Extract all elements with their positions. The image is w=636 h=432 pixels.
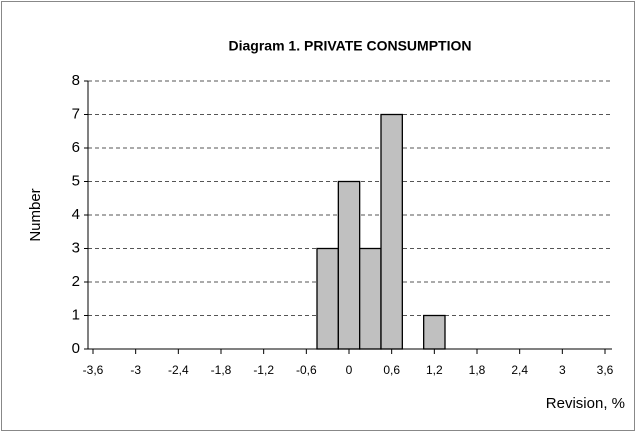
y-tick-label: 4: [72, 206, 80, 223]
bar: [359, 247, 382, 350]
x-tick-label: 3,6: [597, 363, 614, 377]
bar: [337, 180, 361, 350]
y-tick-label: 1: [72, 306, 80, 323]
x-tick-label: -2,4: [168, 363, 189, 377]
x-tick-label: -3,6: [83, 363, 104, 377]
chart-title: Diagram 1. PRIVATE CONSUMPTION: [229, 38, 472, 54]
x-tick-label: -3: [130, 363, 141, 377]
x-tick-label: -1,2: [253, 363, 274, 377]
x-tick-label: -1,8: [211, 363, 232, 377]
y-tick-label: 5: [72, 172, 80, 189]
x-tick-label: 2,4: [511, 363, 528, 377]
bar: [316, 247, 339, 350]
bar: [423, 314, 446, 350]
y-tick-label: 6: [72, 139, 80, 156]
x-tick-label: 1,2: [426, 363, 443, 377]
y-tick-label: 2: [72, 273, 80, 290]
y-tick-label: 3: [72, 239, 80, 256]
y-tick-label: 8: [72, 72, 80, 89]
y-axis-label: Number: [27, 188, 44, 241]
x-axis-label: Revision, %: [546, 395, 625, 412]
x-tick-label: 1,8: [469, 363, 486, 377]
y-tick-label: 7: [72, 105, 80, 122]
x-tick-label: -0,6: [296, 363, 317, 377]
x-tick-label: 0,6: [383, 363, 400, 377]
y-tick-label: 0: [72, 340, 80, 357]
bar: [380, 113, 403, 350]
x-tick-label: 0: [346, 363, 353, 377]
x-tick-label: 3: [559, 363, 566, 377]
